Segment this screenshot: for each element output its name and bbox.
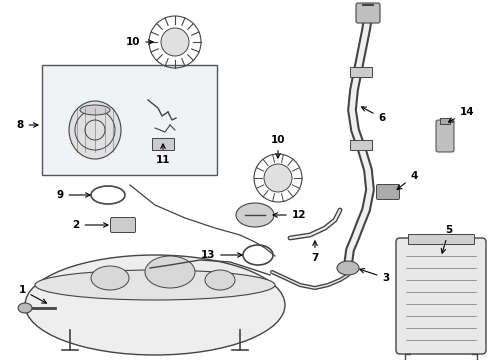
- Text: 11: 11: [156, 144, 170, 165]
- Text: 8: 8: [16, 120, 38, 130]
- Ellipse shape: [205, 270, 235, 290]
- FancyBboxPatch shape: [436, 120, 454, 152]
- Text: 10: 10: [271, 135, 285, 158]
- FancyBboxPatch shape: [396, 238, 486, 354]
- Text: 14: 14: [448, 107, 474, 122]
- Ellipse shape: [337, 261, 359, 275]
- Bar: [152, 138, 174, 150]
- Text: 2: 2: [73, 220, 108, 230]
- Text: 7: 7: [311, 241, 318, 263]
- Text: 10: 10: [126, 37, 153, 47]
- Ellipse shape: [80, 105, 110, 115]
- Bar: [350, 67, 372, 77]
- Text: 13: 13: [201, 250, 242, 260]
- Ellipse shape: [35, 270, 275, 300]
- Text: 9: 9: [56, 190, 90, 200]
- Ellipse shape: [91, 266, 129, 290]
- Ellipse shape: [145, 256, 195, 288]
- Circle shape: [161, 28, 189, 56]
- Ellipse shape: [18, 303, 32, 313]
- Ellipse shape: [236, 203, 274, 227]
- Text: 1: 1: [19, 285, 47, 303]
- Text: 5: 5: [441, 225, 453, 253]
- Ellipse shape: [25, 255, 285, 355]
- FancyBboxPatch shape: [111, 217, 136, 233]
- Bar: [350, 140, 372, 150]
- Text: 6: 6: [362, 107, 386, 123]
- Text: 4: 4: [397, 171, 417, 189]
- Bar: [42, 65, 217, 175]
- Text: 3: 3: [360, 269, 390, 283]
- FancyBboxPatch shape: [356, 3, 380, 23]
- Circle shape: [264, 164, 292, 192]
- Bar: [440, 118, 450, 124]
- FancyBboxPatch shape: [376, 185, 399, 199]
- Bar: [408, 234, 474, 244]
- Ellipse shape: [69, 101, 121, 159]
- Text: 12: 12: [273, 210, 306, 220]
